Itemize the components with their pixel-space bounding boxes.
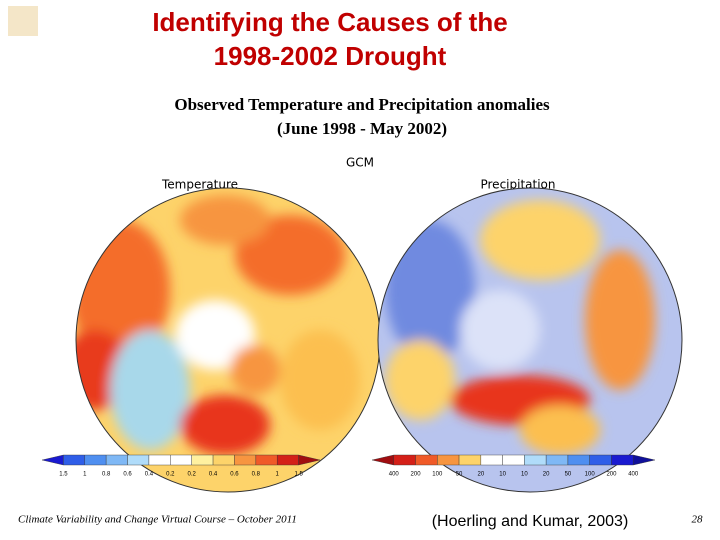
colorbar-label: 1.5 bbox=[59, 472, 68, 478]
colorbar-segment bbox=[589, 454, 612, 466]
colorbar-label: 10 bbox=[499, 472, 506, 478]
colorbar-label: 1.5 bbox=[294, 472, 303, 478]
colorbar-label: 0.8 bbox=[102, 472, 111, 478]
colorbar-label: 200 bbox=[606, 472, 617, 478]
subtitle: (June 1998 - May 2002) bbox=[277, 119, 447, 138]
colorbar-label: 400 bbox=[628, 472, 639, 478]
colorbar-label: 0.4 bbox=[145, 472, 154, 478]
colorbar-segment bbox=[567, 454, 590, 466]
colorbar-segment bbox=[502, 454, 525, 466]
colorbar-label: 50 bbox=[456, 472, 463, 478]
colorbar-label: 400 bbox=[389, 472, 400, 478]
colorbar-segment bbox=[191, 454, 214, 466]
temperature-map bbox=[76, 188, 380, 492]
colorbar-label: 0.2 bbox=[166, 472, 175, 478]
model-label: GCM bbox=[346, 156, 374, 170]
colorbar-label: 1 bbox=[83, 472, 87, 478]
colorbar-label: 50 bbox=[565, 472, 572, 478]
colorbar-segment bbox=[105, 454, 128, 466]
colorbar-segment bbox=[234, 454, 257, 466]
colorbar-label: 20 bbox=[478, 472, 485, 478]
colorbar-segment bbox=[393, 454, 416, 466]
colorbar-segment bbox=[415, 454, 438, 466]
colorbar-label: 0.6 bbox=[230, 472, 239, 478]
colorbar-label: 100 bbox=[432, 472, 443, 478]
title: 1998-2002 Drought bbox=[214, 41, 447, 71]
colorbar-segment bbox=[41, 454, 64, 466]
colorbar-label: 1 bbox=[276, 472, 280, 478]
colorbar-segment bbox=[371, 454, 394, 466]
colorbar-segment bbox=[545, 454, 569, 466]
subtitle: Observed Temperature and Precipitation a… bbox=[174, 95, 550, 114]
title: Identifying the Causes of the bbox=[152, 7, 507, 37]
colorbar-label: 200 bbox=[411, 472, 422, 478]
precipitation-map bbox=[378, 188, 682, 492]
colorbar-segment bbox=[255, 454, 278, 466]
colorbar-segment bbox=[170, 454, 192, 466]
page-number: 28 bbox=[692, 514, 704, 526]
colorbar-label: 20 bbox=[543, 472, 550, 478]
colorbar-segment bbox=[84, 454, 107, 466]
colorbar-segment bbox=[524, 454, 547, 466]
colorbar-label: 0.4 bbox=[209, 472, 218, 478]
colorbar-segment bbox=[148, 454, 171, 466]
colorbar-segment bbox=[212, 454, 235, 466]
citation: (Hoerling and Kumar, 2003) bbox=[432, 513, 629, 530]
colorbar-segment bbox=[437, 454, 460, 466]
colorbar-label: 10 bbox=[521, 472, 528, 478]
colorbar-segment bbox=[480, 454, 503, 466]
colorbar-segment bbox=[127, 454, 150, 466]
map-border bbox=[377, 187, 683, 493]
logo bbox=[8, 6, 38, 36]
footer: Climate Variability and Change Virtual C… bbox=[18, 514, 297, 526]
colorbar-segment bbox=[633, 454, 656, 466]
colorbar-segment bbox=[63, 454, 85, 466]
colorbar-label: 0.6 bbox=[123, 472, 132, 478]
colorbar-segment bbox=[298, 454, 321, 466]
colorbar-label: 100 bbox=[585, 472, 596, 478]
colorbar-segment bbox=[277, 454, 299, 466]
colorbar-segment bbox=[458, 454, 482, 466]
colorbar-label: 0.2 bbox=[188, 472, 197, 478]
colorbar-segment bbox=[611, 454, 634, 466]
colorbar-label: 0.8 bbox=[252, 472, 261, 478]
